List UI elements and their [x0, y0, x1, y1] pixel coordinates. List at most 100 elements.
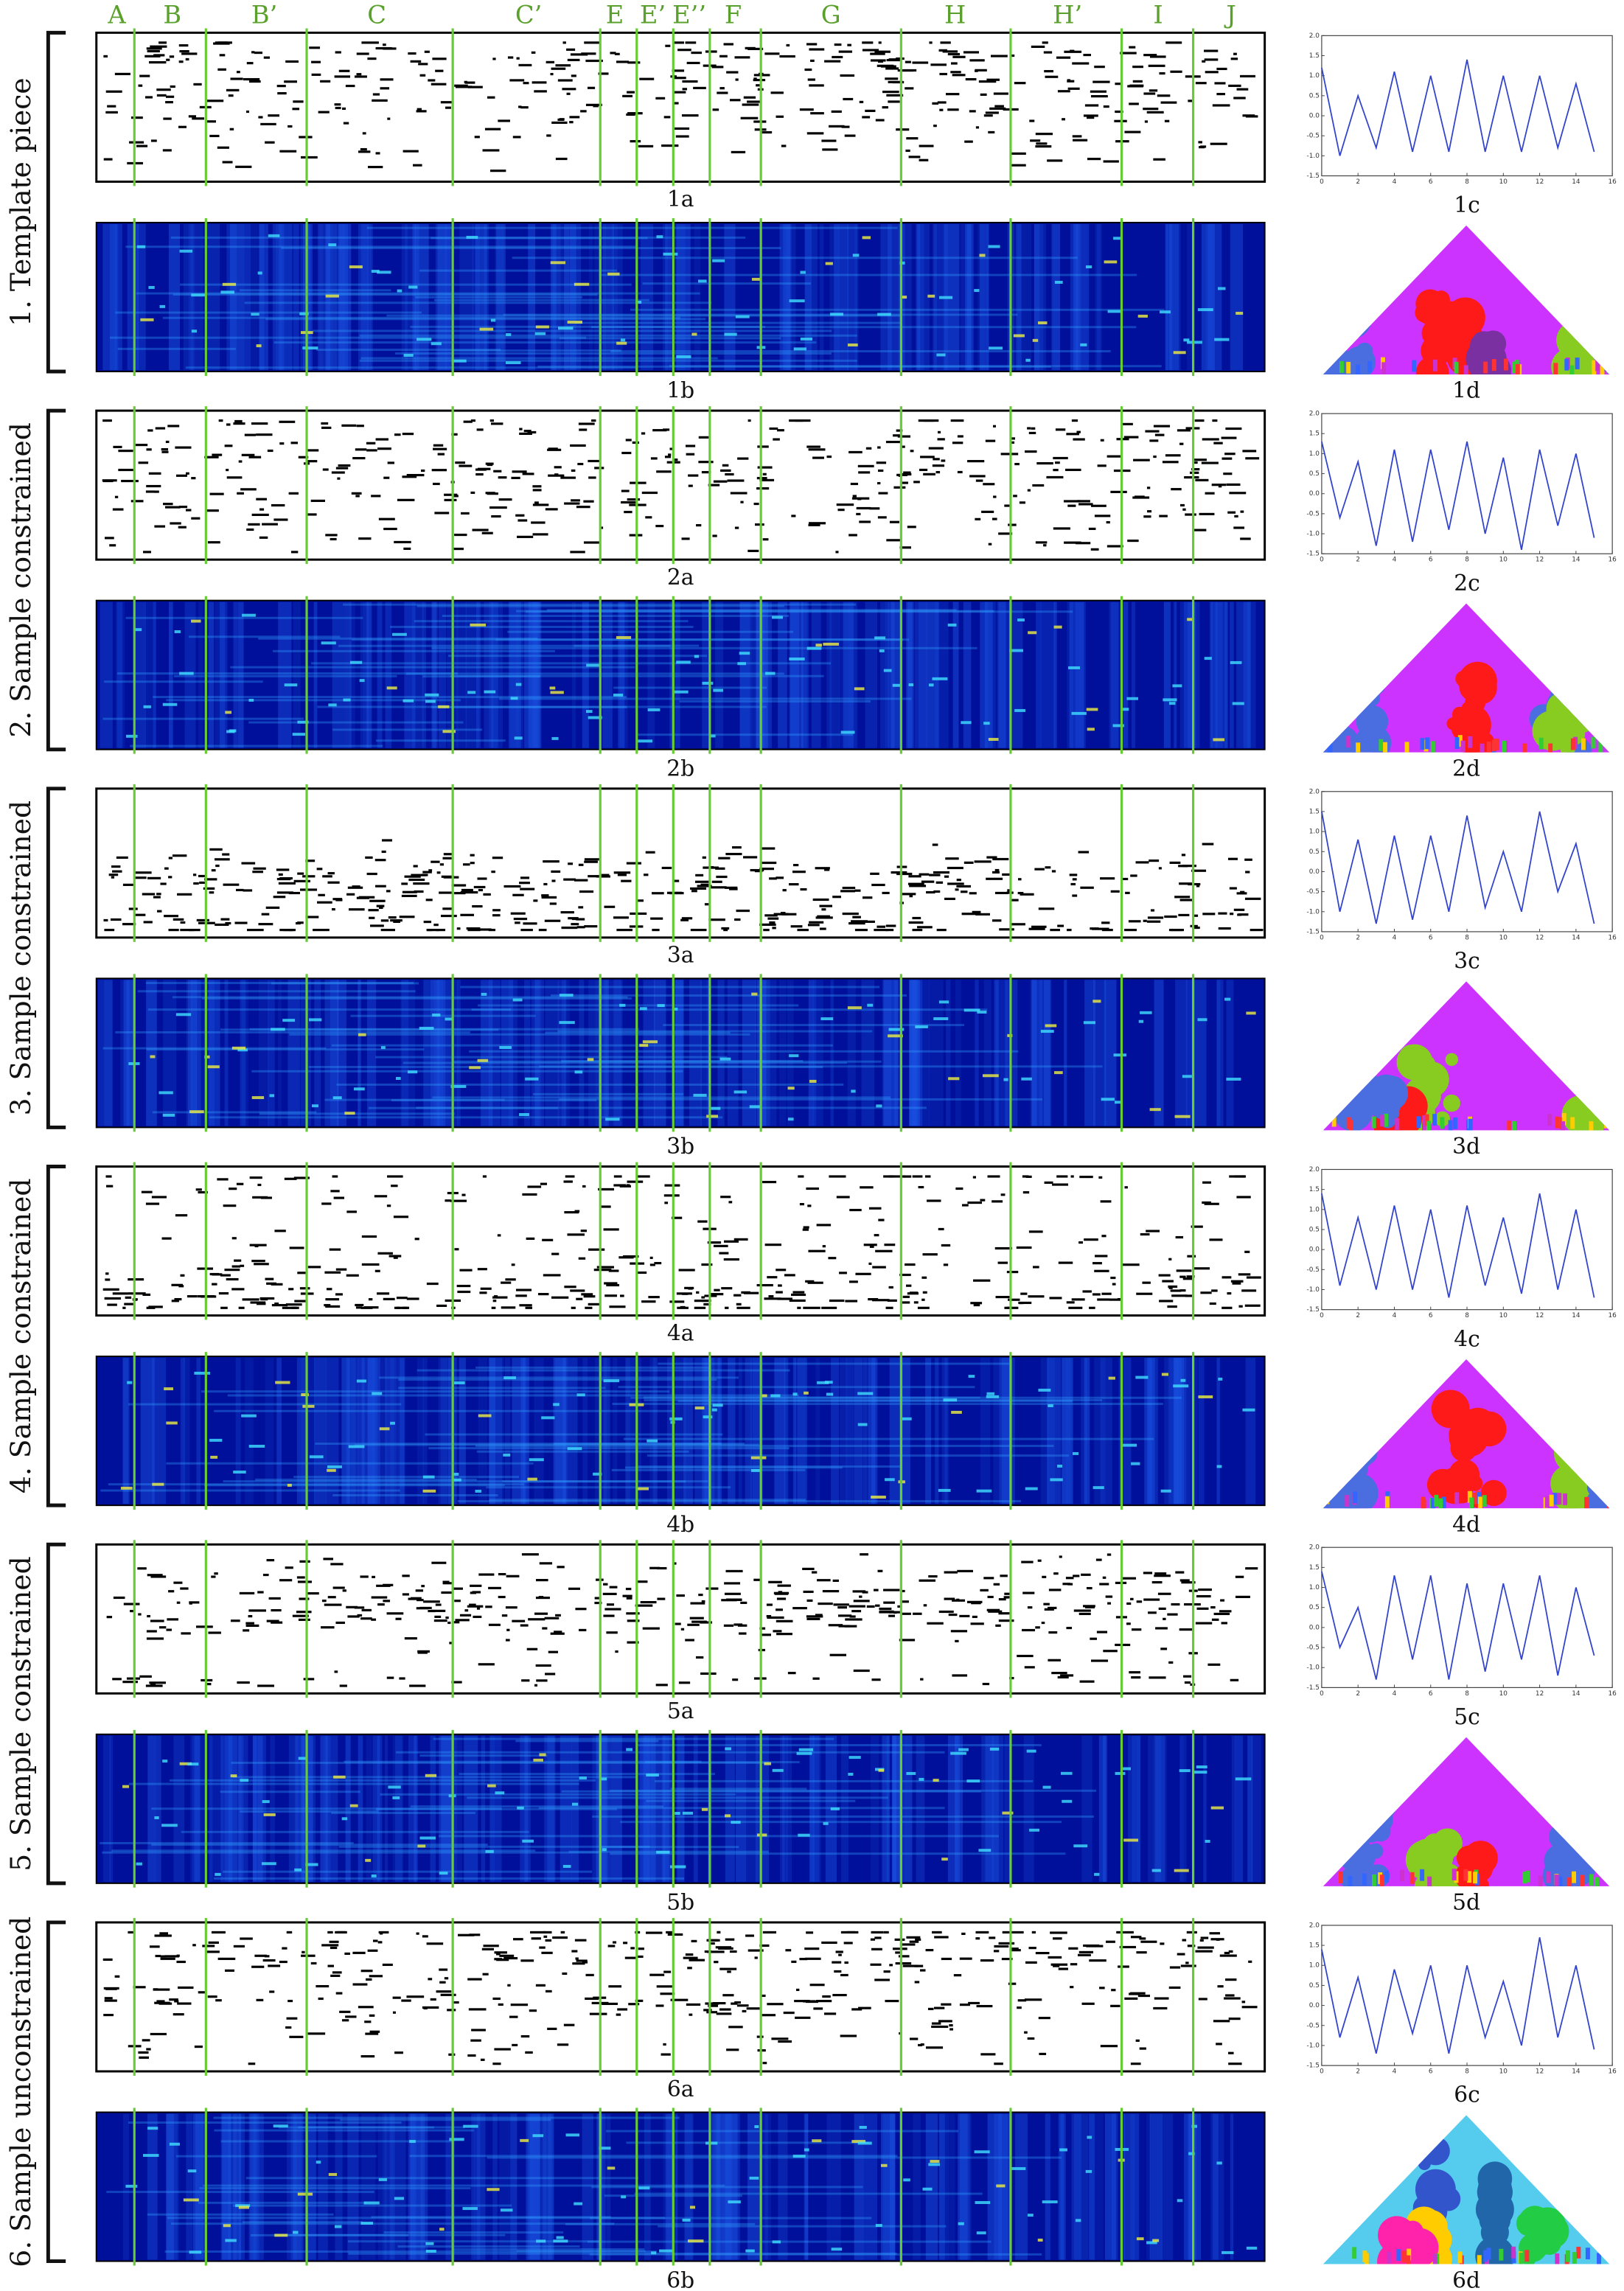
heat-row — [546, 609, 957, 612]
note — [882, 106, 888, 109]
heat-spot — [751, 277, 761, 281]
note — [547, 448, 562, 451]
note — [155, 427, 166, 430]
heat-band — [979, 223, 989, 371]
note — [624, 1956, 636, 1959]
heat-band — [995, 980, 1008, 1126]
heat-spot — [983, 722, 990, 725]
heat-row — [265, 318, 706, 321]
heat-band — [339, 223, 345, 371]
note — [1245, 1567, 1258, 1570]
note — [616, 2013, 621, 2016]
heat-band — [332, 601, 345, 748]
note — [445, 106, 451, 109]
note — [1184, 476, 1199, 479]
note — [626, 862, 642, 865]
note — [538, 1596, 544, 1599]
heat-spot — [943, 1398, 958, 1402]
heat-band — [864, 2113, 878, 2260]
note — [1038, 2017, 1050, 2020]
patch — [1420, 738, 1425, 750]
heat-row — [591, 326, 1137, 329]
note — [581, 52, 596, 55]
note — [815, 1614, 823, 1617]
heat-row — [324, 1098, 505, 1101]
note — [1195, 1622, 1213, 1625]
note — [747, 100, 762, 103]
note — [461, 888, 473, 892]
heat-spot — [503, 1453, 511, 1457]
note — [192, 1944, 196, 1947]
heat-band — [672, 980, 683, 1126]
heat-band — [360, 601, 369, 748]
heat-band — [509, 980, 517, 1126]
note — [354, 75, 367, 78]
heat-row — [409, 2155, 898, 2158]
note — [1143, 919, 1147, 922]
note — [569, 121, 574, 124]
note — [439, 1968, 448, 1971]
note — [467, 1605, 484, 1608]
note — [1081, 2002, 1095, 2005]
note — [567, 58, 580, 61]
heat-band — [526, 2113, 540, 2260]
heat-band — [330, 980, 339, 1126]
x-tick-label: 2 — [1356, 934, 1360, 941]
note — [1209, 1932, 1221, 1935]
note — [1149, 1676, 1166, 1679]
heat-band — [1209, 601, 1213, 748]
note — [933, 890, 941, 893]
note — [920, 1678, 924, 1681]
note — [279, 1960, 287, 1964]
heat-band — [422, 601, 426, 748]
note — [431, 1609, 446, 1612]
heat-band — [173, 1735, 185, 1882]
note — [571, 74, 576, 77]
heat-band — [847, 980, 856, 1126]
patch — [1432, 1114, 1437, 1126]
heat-band — [914, 601, 927, 748]
note — [822, 1245, 826, 1248]
heat-row — [249, 1028, 639, 1031]
note — [224, 1269, 240, 1272]
heat-band — [916, 223, 921, 371]
patch — [1515, 363, 1520, 374]
heat-spot — [452, 1472, 459, 1476]
note — [983, 483, 995, 486]
note — [1067, 79, 1070, 82]
note — [899, 546, 911, 549]
note — [203, 887, 215, 890]
note — [1245, 457, 1260, 460]
note — [330, 537, 337, 541]
note — [988, 130, 995, 134]
heat-row — [610, 350, 1111, 352]
heat-spot — [919, 1777, 924, 1781]
note — [286, 1931, 293, 1934]
note — [1027, 1606, 1033, 1609]
heat-band — [166, 2113, 174, 2260]
note — [767, 1276, 778, 1279]
note — [1020, 1292, 1028, 1295]
note — [357, 1614, 363, 1617]
x-tick-label: 0 — [1320, 1690, 1324, 1698]
note — [1017, 1654, 1034, 1658]
patch — [1432, 1828, 1463, 1859]
heat-band — [663, 1735, 669, 1882]
heat-spot — [663, 252, 678, 256]
note — [1157, 1592, 1171, 1595]
heat-spot — [238, 2205, 250, 2209]
heat-spot — [706, 1115, 719, 1118]
note — [599, 526, 604, 529]
note — [1022, 1191, 1030, 1194]
row-label: 6. Sample unconstrained — [4, 1917, 37, 2267]
note — [674, 458, 678, 461]
note — [985, 439, 996, 442]
note — [1200, 1936, 1209, 1939]
heat-row — [630, 308, 1165, 311]
heat-spot — [688, 2239, 704, 2243]
note — [939, 108, 944, 111]
heat-spot — [407, 1070, 418, 1074]
heat-band — [946, 980, 951, 1126]
note — [882, 90, 899, 94]
note — [733, 1294, 742, 1297]
